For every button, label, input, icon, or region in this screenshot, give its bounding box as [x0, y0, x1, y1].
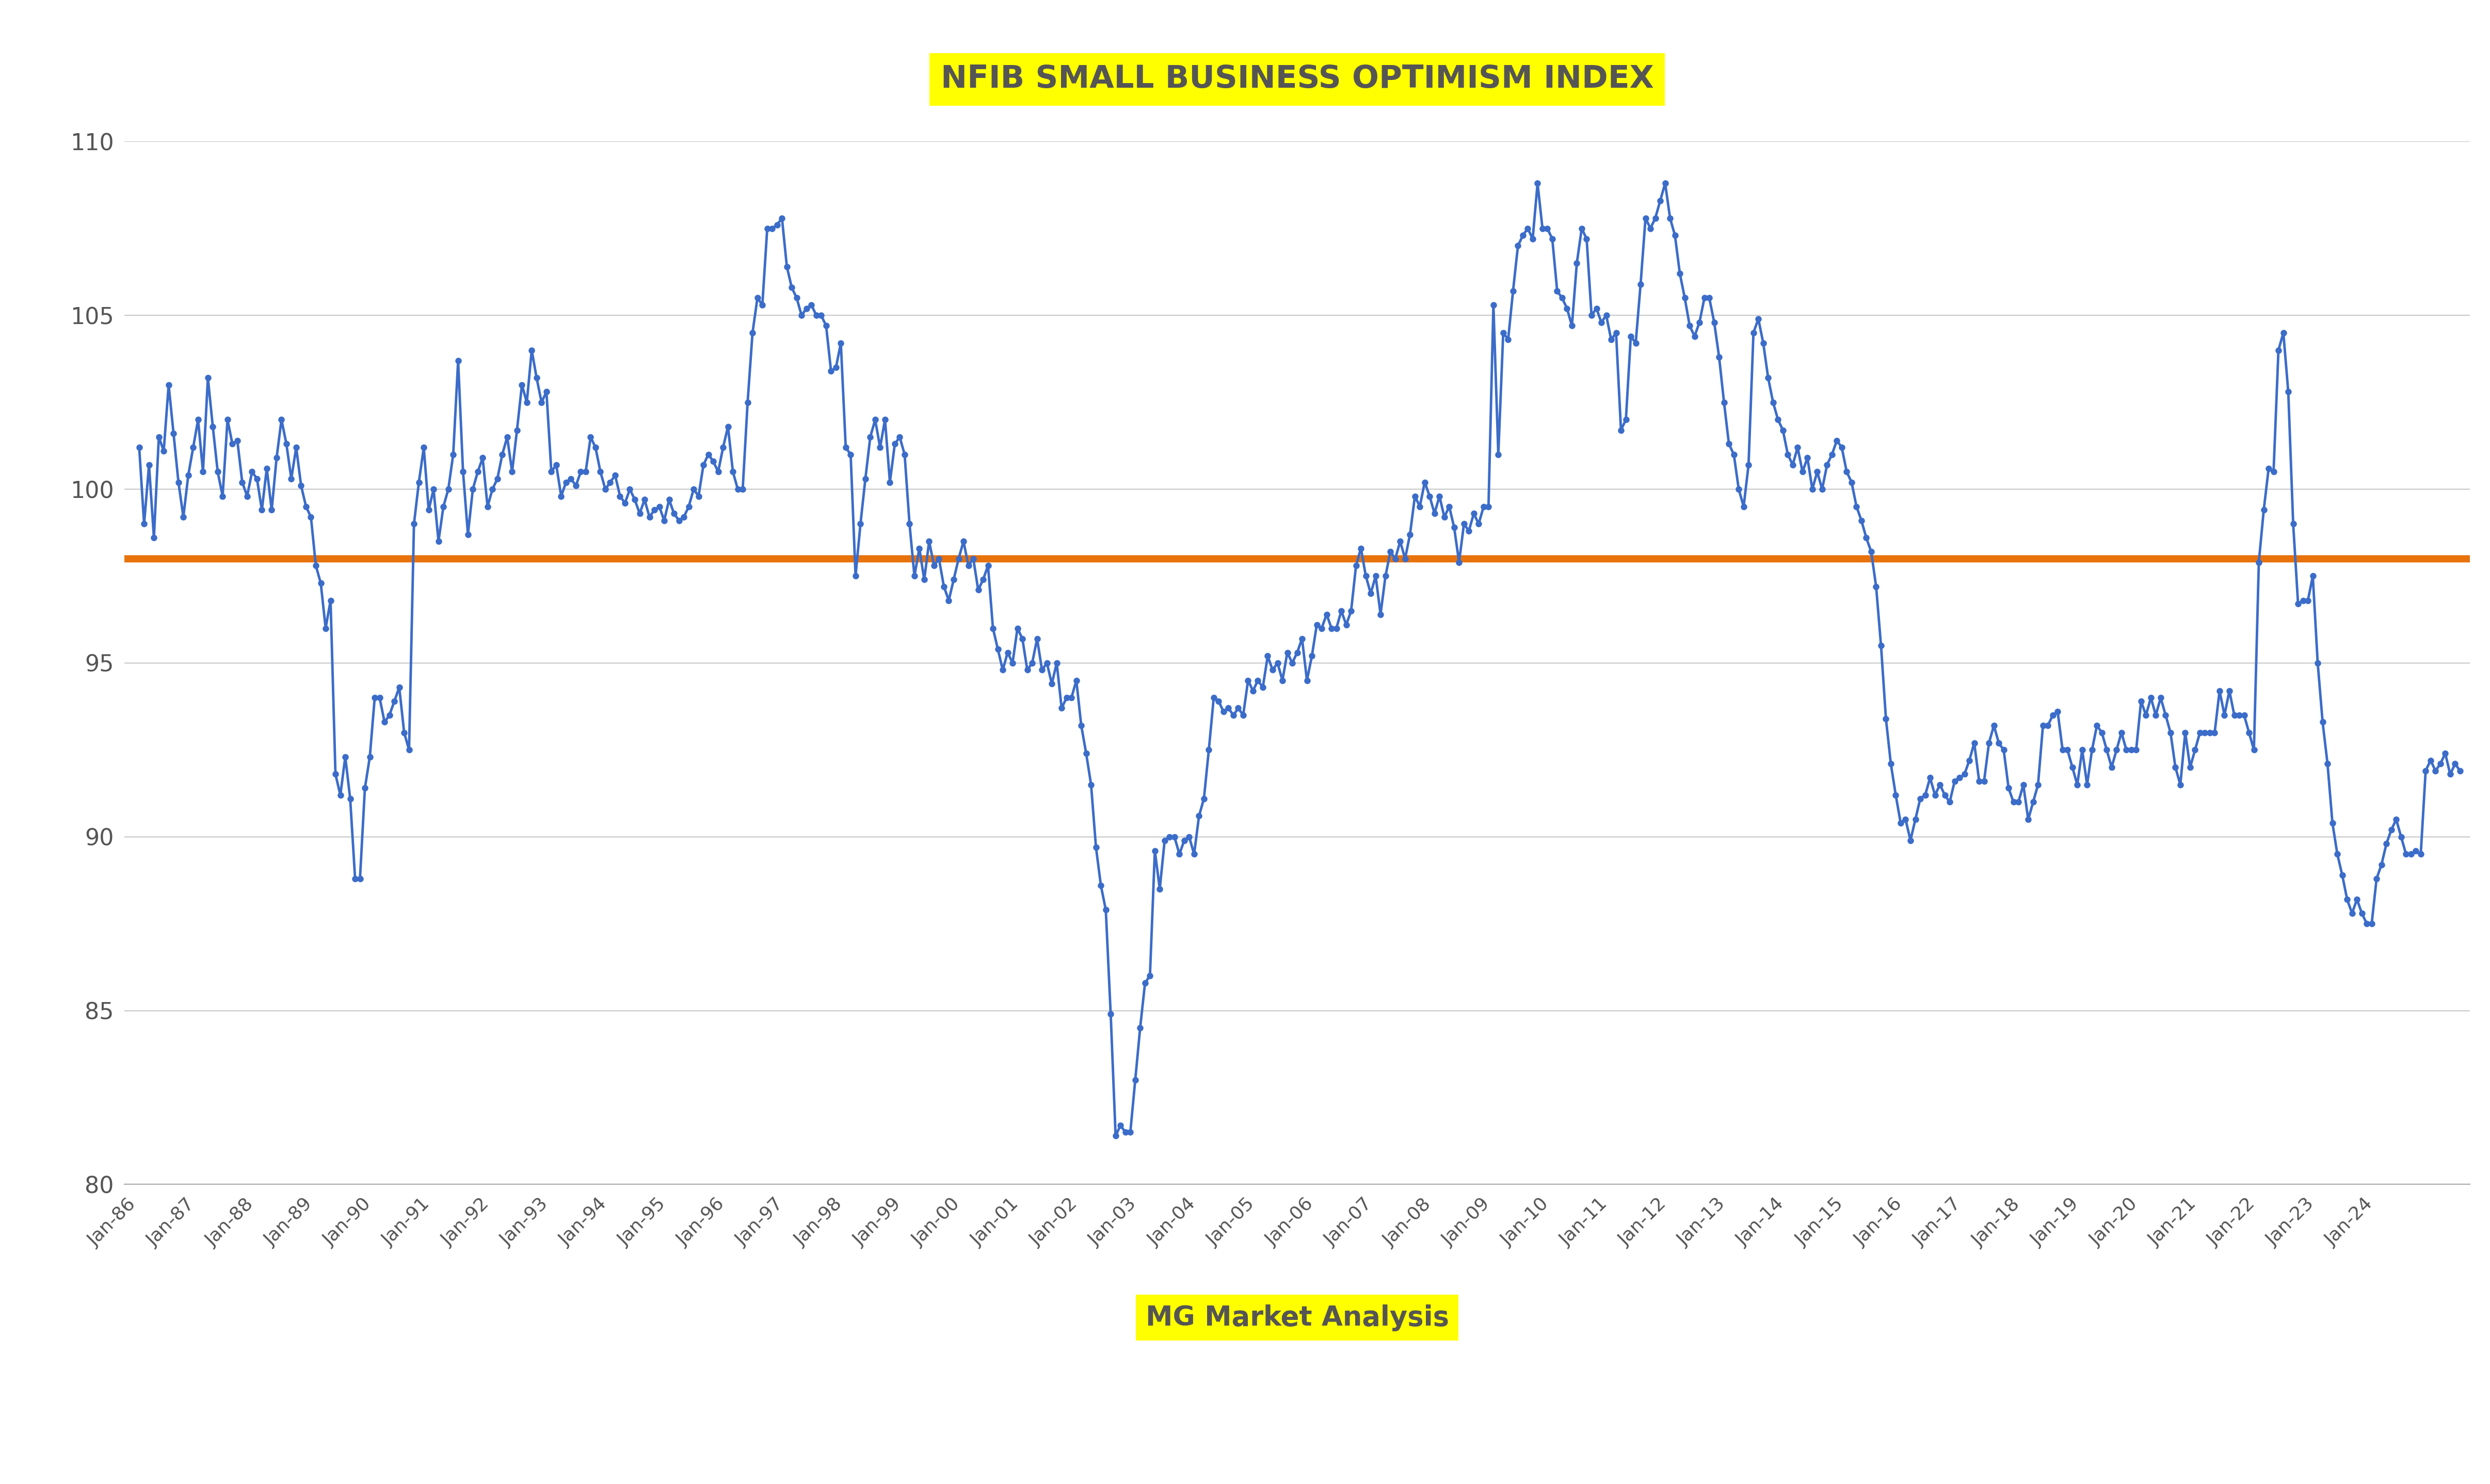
- Text: NFIB SMALL BUSINESS OPTIMISM INDEX: NFIB SMALL BUSINESS OPTIMISM INDEX: [941, 64, 1653, 95]
- Text: MG Market Analysis: MG Market Analysis: [1145, 1304, 1449, 1331]
